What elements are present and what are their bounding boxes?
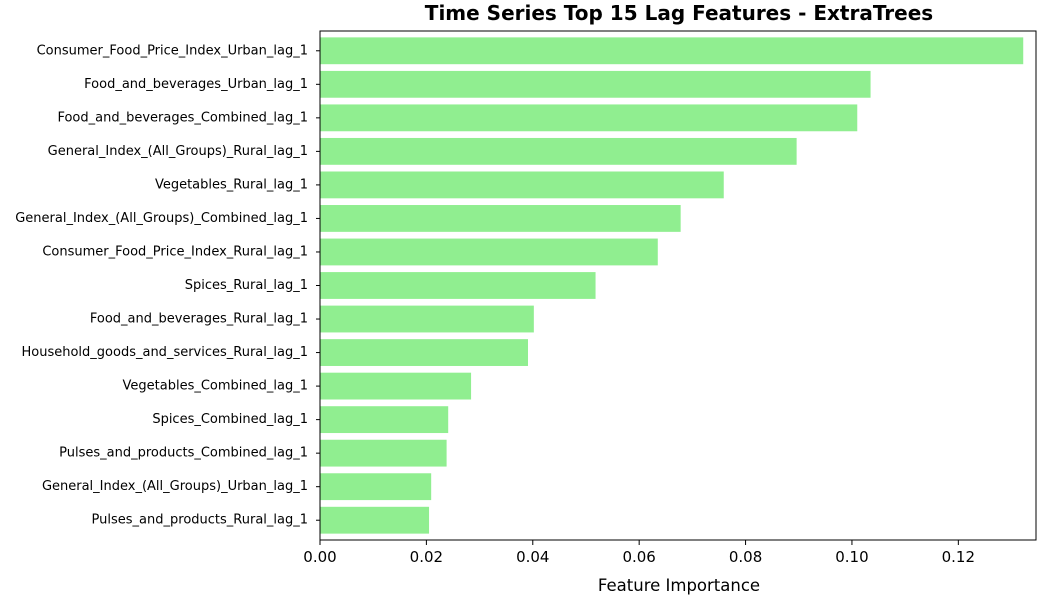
x-axis: 0.00 0.02 0.04 0.06 0.08 0.10 0.12	[303, 540, 975, 566]
y-tick-label: Pulses_and_products_Combined_lag_1	[59, 446, 308, 461]
bar-5	[320, 171, 724, 199]
bar-8	[320, 272, 596, 299]
x-tick-label: 0.10	[835, 548, 868, 566]
bar-6	[320, 205, 681, 232]
y-tick-label: Spices_Rural_lag_1	[185, 278, 308, 293]
bars-group	[320, 37, 1024, 534]
bar-7	[320, 238, 658, 266]
bar-10	[320, 339, 528, 366]
x-tick-label: 0.04	[516, 548, 549, 566]
y-tick-label: General_Index_(All_Groups)_Urban_lag_1	[42, 479, 308, 494]
x-axis-label: Feature Importance	[598, 576, 760, 595]
bar-9	[320, 305, 534, 333]
y-tick-label: Pulses_and_products_Rural_lag_1	[92, 513, 308, 528]
y-tick-label: Food_and_beverages_Combined_lag_1	[57, 110, 308, 125]
plot-frame	[319, 30, 1037, 541]
y-tick-label: Consumer_Food_Price_Index_Rural_lag_1	[42, 244, 308, 259]
y-tick-label: Spices_Combined_lag_1	[152, 412, 308, 427]
bar-1	[320, 37, 1024, 65]
x-tick-label: 0.02	[410, 548, 443, 566]
x-tick-label: 0.00	[303, 548, 336, 566]
y-tick-label: Vegetables_Rural_lag_1	[155, 177, 308, 192]
bar-13	[320, 439, 447, 467]
y-tick-label: Food_and_beverages_Urban_lag_1	[84, 77, 308, 92]
y-tick-label: General_Index_(All_Groups)_Rural_lag_1	[48, 144, 308, 159]
bar-2	[320, 70, 871, 98]
bar-3	[320, 104, 858, 132]
y-tick-label: Vegetables_Combined_lag_1	[123, 379, 308, 394]
bar-14	[320, 473, 432, 501]
bar-4	[320, 137, 797, 165]
bar-15	[320, 506, 430, 534]
bar-12	[320, 406, 449, 434]
x-tick-label: 0.12	[942, 548, 975, 566]
x-tick-label: 0.08	[729, 548, 762, 566]
y-tick-label: Household_goods_and_services_Rural_lag_1	[22, 345, 309, 360]
y-tick-label: General_Index_(All_Groups)_Combined_lag_…	[15, 211, 308, 226]
chart-title: Time Series Top 15 Lag Features - ExtraT…	[425, 1, 933, 25]
y-tick-label: Consumer_Food_Price_Index_Urban_lag_1	[37, 43, 308, 58]
y-tick-label: Food_and_beverages_Rural_lag_1	[90, 312, 308, 327]
bar-11	[320, 372, 472, 400]
y-axis-labels: Consumer_Food_Price_Index_Urban_lag_1 Foo…	[15, 43, 320, 528]
x-tick-label: 0.06	[622, 548, 655, 566]
